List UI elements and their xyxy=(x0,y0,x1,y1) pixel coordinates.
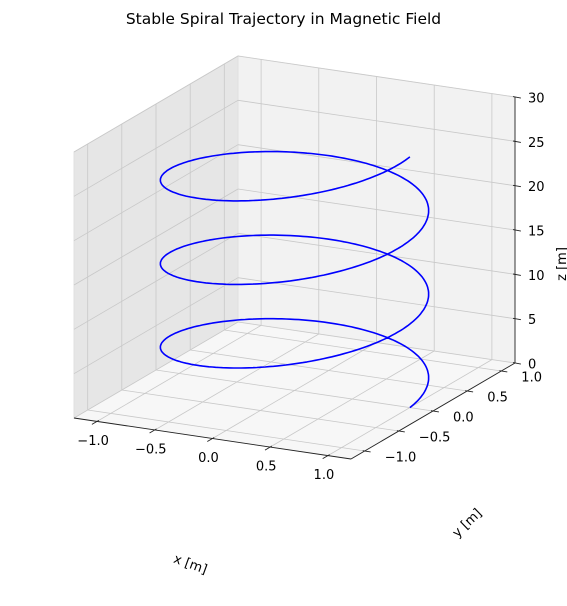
z-axis-label: z [m] xyxy=(555,247,567,281)
grid-line-z-side xyxy=(73,232,239,330)
x-tick-mark xyxy=(264,445,273,451)
grid-line-y-floor xyxy=(224,329,502,372)
z-tick-mark xyxy=(512,317,521,321)
grid-lines xyxy=(73,55,516,456)
grid-line-z-side xyxy=(73,99,239,197)
x-axis-label: x [m] xyxy=(171,552,209,578)
tick-labels: −1.0−0.50.00.51.0−1.0−0.50.00.51.0051015… xyxy=(77,92,544,484)
x-tick-label: −1.0 xyxy=(77,434,109,449)
x-tick-mark xyxy=(322,454,330,459)
y-tick-label: −0.5 xyxy=(419,431,451,446)
grid-line-z-side xyxy=(73,55,239,153)
z-tick-mark xyxy=(512,273,521,276)
x-tick-mark xyxy=(207,437,215,442)
y-tick-label: 0.0 xyxy=(453,411,474,426)
z-tick-label: 0 xyxy=(528,358,536,373)
z-tick-label: 5 xyxy=(528,313,536,328)
y-tick-label: 1.0 xyxy=(521,371,542,386)
axis-panes xyxy=(72,55,517,460)
z-tick-mark xyxy=(512,140,521,143)
x-tick-label: 0.5 xyxy=(256,460,277,475)
z-tick-label: 25 xyxy=(528,136,545,151)
z-tick-label: 20 xyxy=(528,180,545,195)
grid-line-y-floor xyxy=(155,369,434,412)
z-tick-label: 15 xyxy=(528,225,545,240)
tick-marks xyxy=(91,96,521,459)
z-tick-mark xyxy=(512,184,521,188)
y-tick-mark xyxy=(396,430,405,433)
grid-line-y-floor xyxy=(121,389,399,432)
grid-line-z-back xyxy=(237,277,516,320)
y-axis-label: y [m] xyxy=(450,506,485,541)
grid-line-z-back xyxy=(237,232,516,275)
z-tick-mark xyxy=(512,96,521,99)
z-tick-label: 30 xyxy=(528,92,545,107)
y-tick-mark xyxy=(465,390,474,393)
y-tick-mark xyxy=(430,410,439,413)
grid-line-z-side xyxy=(73,144,239,242)
series-layer xyxy=(159,150,430,409)
grid-line-y-floor xyxy=(190,349,468,392)
x-tick-label: −0.5 xyxy=(135,443,167,458)
x-tick-mark xyxy=(149,428,157,434)
y-tick-mark xyxy=(499,370,508,373)
grid-line-z-back xyxy=(237,99,516,142)
z-tick-mark xyxy=(512,362,521,365)
grid-line-z-side xyxy=(73,321,239,419)
y-tick-mark xyxy=(362,450,371,453)
spiral-trajectory-line xyxy=(159,150,430,409)
grid-line-z-back xyxy=(237,55,516,98)
grid-line-y-floor xyxy=(87,409,365,452)
y-tick-label: −1.0 xyxy=(385,451,417,466)
chart-title: Stable Spiral Trajectory in Magnetic Fie… xyxy=(126,10,441,28)
z-tick-label: 10 xyxy=(528,269,545,284)
x-tick-mark xyxy=(91,420,100,425)
grid-line-z-side xyxy=(73,188,239,286)
x-tick-label: 1.0 xyxy=(314,468,335,483)
x-tick-label: 0.0 xyxy=(198,451,219,466)
y-tick-label: 0.5 xyxy=(487,391,508,406)
grid-line-z-side xyxy=(73,277,239,375)
z-tick-mark xyxy=(512,229,521,232)
grid-line-z-back xyxy=(237,188,516,231)
